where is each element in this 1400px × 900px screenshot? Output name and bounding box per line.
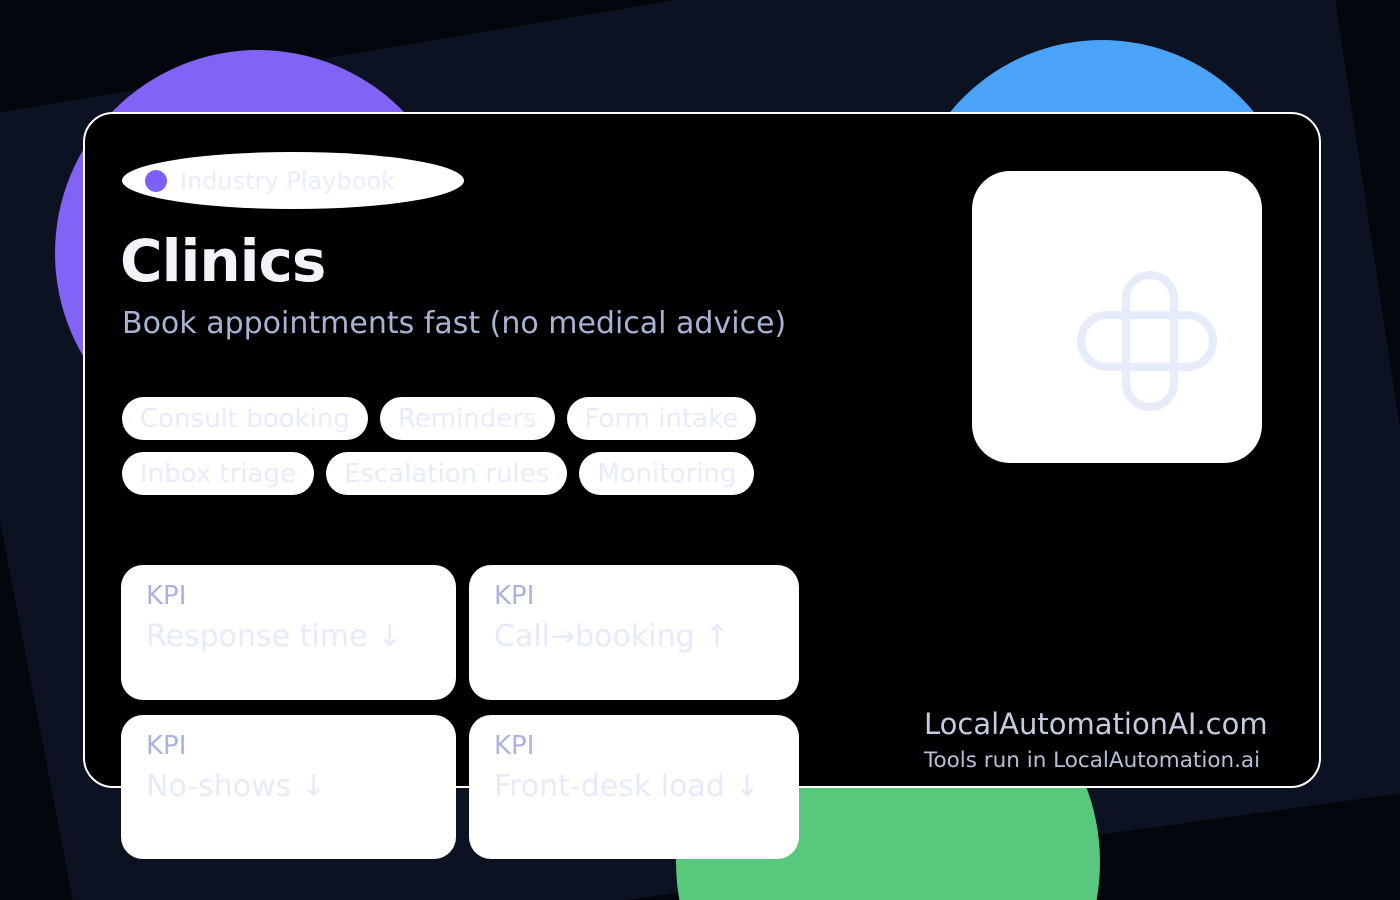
kpi-label: KPI	[146, 581, 187, 611]
kpi-label: KPI	[494, 731, 535, 761]
kpi-card-call-booking: KPI Call→booking ↑	[469, 565, 799, 700]
kpi-value: Front-desk load ↓	[494, 769, 760, 804]
tag-chip-consult-booking: Consult booking	[122, 397, 368, 440]
tag-chip-form-intake: Form intake	[566, 397, 757, 440]
tag-chip-inbox-triage: Inbox triage	[122, 452, 314, 495]
kpi-value: Call→booking ↑	[494, 619, 730, 654]
kpi-card-no-shows: KPI No-shows ↓	[121, 715, 456, 859]
footer-note: Tools run in LocalAutomation.ai	[924, 748, 1261, 773]
icon-tile	[972, 171, 1262, 463]
playbook-card: Industry Playbook Clinics Book appointme…	[83, 112, 1321, 859]
industry-playbook-badge: Industry Playbook	[122, 152, 464, 209]
purple-dot-icon	[145, 169, 167, 192]
kpi-grid: KPI Response time ↓ KPI Call→booking ↑ K…	[121, 565, 799, 859]
tag-chip-reminders: Reminders	[379, 397, 555, 440]
footer-branding: LocalAutomationAI.com Tools run in Local…	[924, 706, 1268, 776]
site-url: LocalAutomationAI.com	[924, 707, 1268, 741]
kpi-label: KPI	[146, 731, 187, 761]
page-subtitle: Book appointments fast (no medical advic…	[122, 306, 787, 341]
kpi-card-response-time: KPI Response time ↓	[121, 565, 456, 700]
tag-list: Consult booking Reminders Form intake In…	[122, 397, 952, 495]
page-title: Clinics	[120, 227, 326, 295]
tag-chip-monitoring: Monitoring	[579, 452, 755, 495]
kpi-label: KPI	[494, 581, 535, 611]
badge-label: Industry Playbook	[180, 166, 395, 195]
kpi-value: No-shows ↓	[146, 769, 327, 804]
kpi-value: Response time ↓	[146, 619, 403, 654]
tag-chip-escalation-rules: Escalation rules	[325, 452, 568, 495]
kpi-card-front-desk-load: KPI Front-desk load ↓	[469, 715, 799, 859]
medical-cross-icon	[1077, 271, 1217, 411]
